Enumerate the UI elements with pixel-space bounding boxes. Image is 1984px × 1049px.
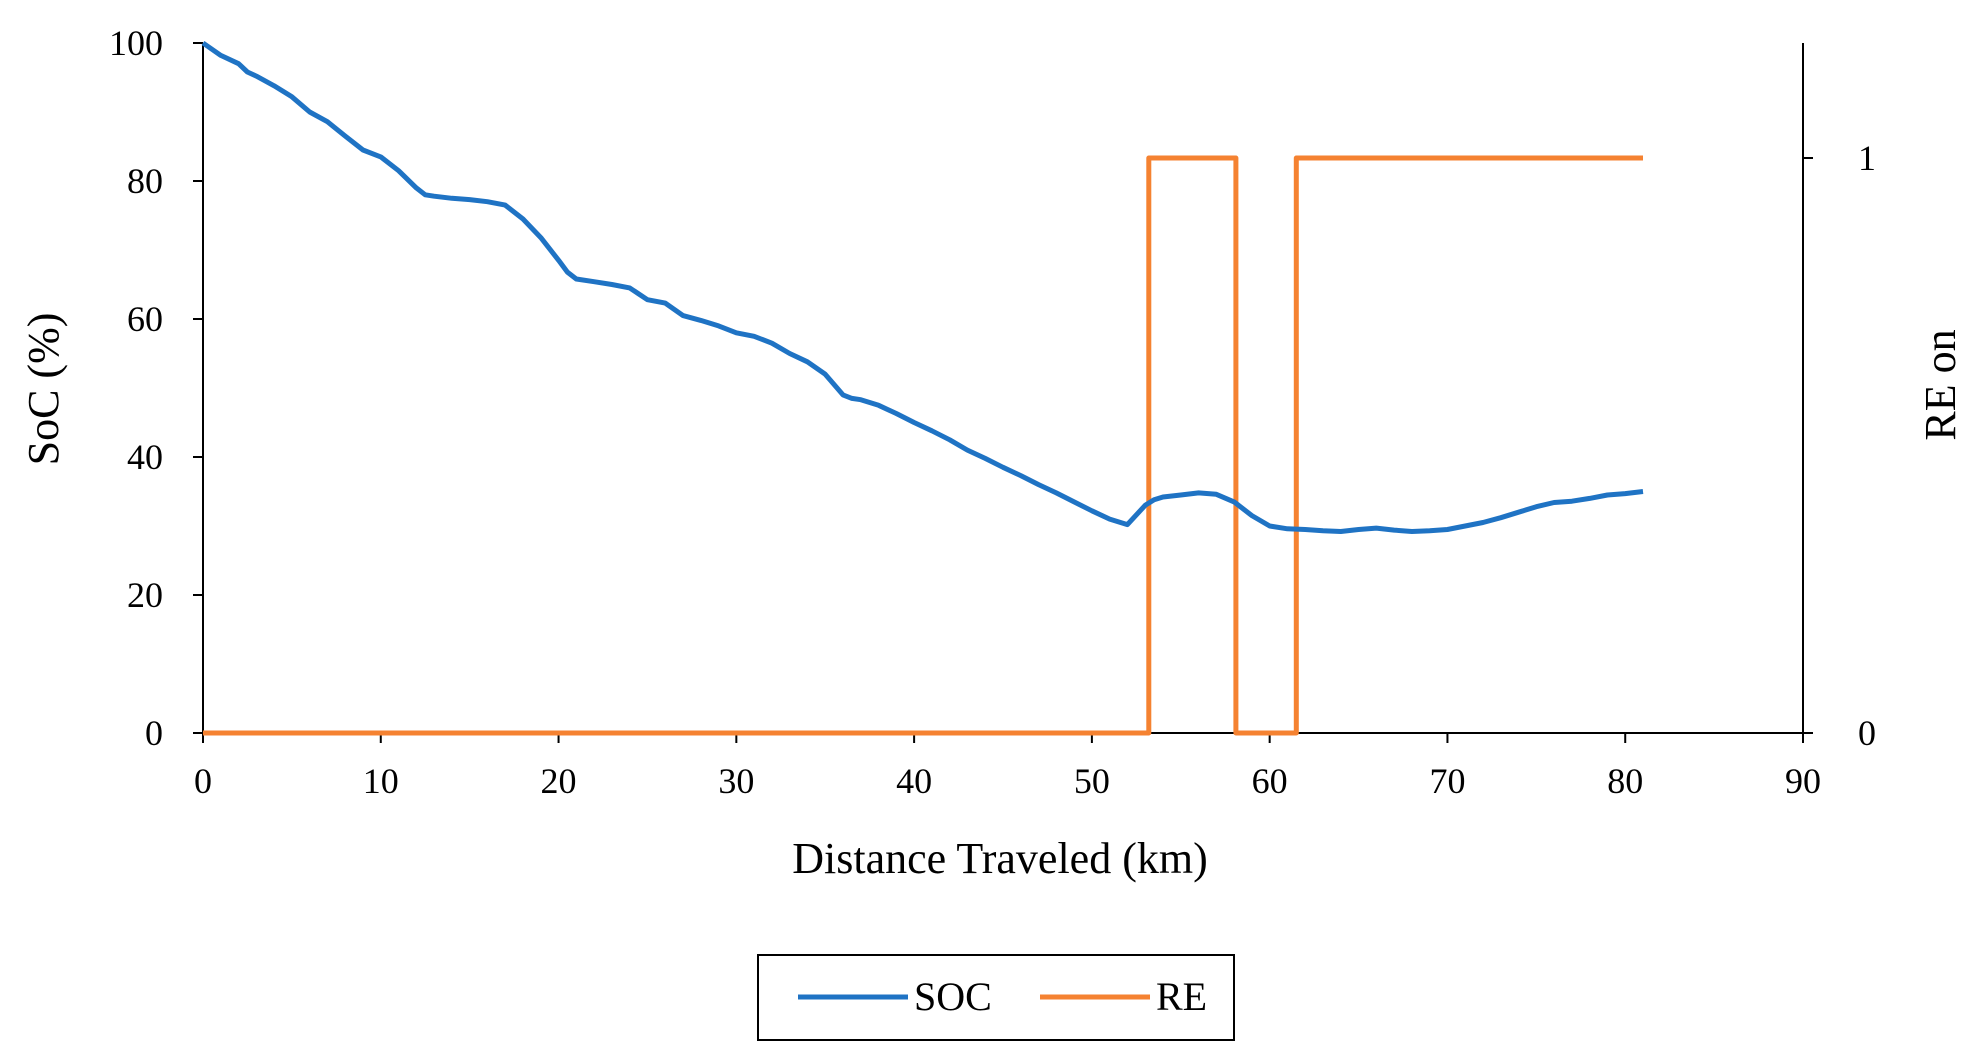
y-tick-label: 100 bbox=[109, 23, 163, 63]
x-axis-title: Distance Traveled (km) bbox=[792, 834, 1207, 883]
legend-label-soc: SOC bbox=[914, 974, 992, 1019]
axis-labels: 0 10 20 30 40 50 60 70 80 90 0 20 40 60 80 100 0 1 bbox=[109, 23, 1876, 801]
x-tick-label: 20 bbox=[541, 761, 577, 801]
x-tick-label: 70 bbox=[1429, 761, 1465, 801]
y2-tick-label: 0 bbox=[1858, 713, 1876, 753]
y2-tick-label: 1 bbox=[1858, 138, 1876, 178]
x-tick-label: 90 bbox=[1785, 761, 1821, 801]
y-tick-label: 60 bbox=[127, 299, 163, 339]
legend-label-re: RE bbox=[1156, 974, 1207, 1019]
y2-axis-title: RE on bbox=[1916, 329, 1965, 440]
y-tick-label: 40 bbox=[127, 437, 163, 477]
x-tick-label: 40 bbox=[896, 761, 932, 801]
y-axis-title: SoC (%) bbox=[19, 313, 68, 466]
x-tick-label: 80 bbox=[1607, 761, 1643, 801]
x-tick-label: 60 bbox=[1252, 761, 1288, 801]
x-tick-label: 50 bbox=[1074, 761, 1110, 801]
axes bbox=[193, 42, 1813, 743]
x-tick-label: 30 bbox=[718, 761, 754, 801]
plot-series bbox=[201, 40, 1644, 736]
x-tick-label: 10 bbox=[363, 761, 399, 801]
y-tick-label: 20 bbox=[127, 575, 163, 615]
x-tick-label: 0 bbox=[194, 761, 212, 801]
series-line-soc bbox=[201, 40, 1644, 534]
legend: SOC RE bbox=[757, 954, 1235, 1041]
y-tick-label: 0 bbox=[145, 713, 163, 753]
series-line-re bbox=[203, 155, 1643, 736]
y-tick-label: 80 bbox=[127, 161, 163, 201]
